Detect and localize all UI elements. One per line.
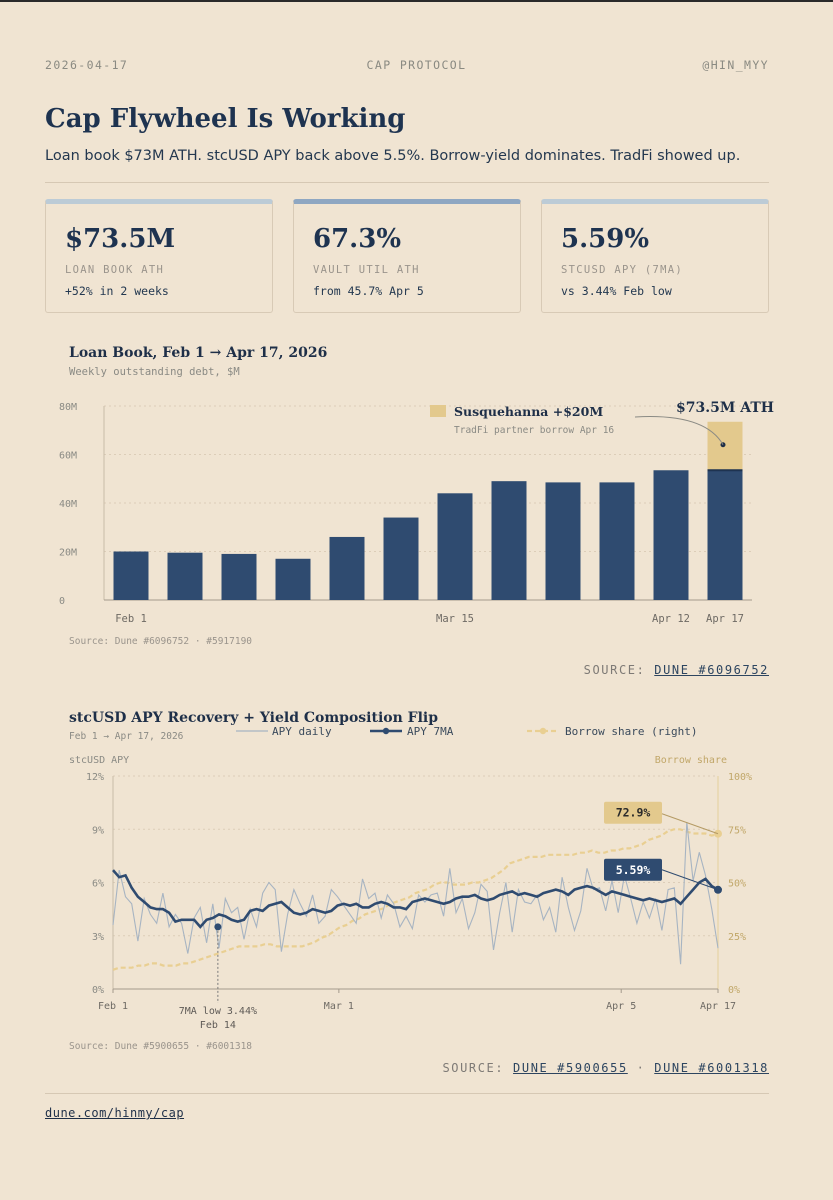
y-tick-label: 40M (59, 499, 77, 510)
header-handle: @HIN_MYY (702, 58, 769, 72)
header-date: 2026-04-17 (45, 58, 129, 72)
bar-loan-book (329, 536, 365, 600)
callout-label-share: 72.9% (616, 806, 651, 820)
kpi-card-vault-util: 67.3% VAULT UTIL ATH from 45.7% Apr 5 (293, 199, 521, 313)
bar-loan-book (545, 482, 581, 600)
bar-loan-book (437, 493, 473, 600)
y-tick-label-right: 25% (728, 932, 746, 943)
footer-divider (45, 1093, 769, 1094)
chart1-title: Loan Book, Feb 1 → Apr 17, 2026 (69, 345, 328, 361)
x-tick-label: Apr 5 (606, 1001, 636, 1012)
legend-label-susquehanna: Susquehanna +$20M (454, 404, 603, 419)
bar-loan-book (221, 553, 257, 600)
callout-box-apy (604, 858, 662, 881)
kpi-label: STCUSD APY (7MA) (561, 264, 683, 276)
legend-swatch-susquehanna (430, 405, 446, 417)
y-tick-label: 0 (59, 596, 65, 607)
low-marker-dot (214, 923, 222, 931)
y-tick-label-left: 12% (86, 772, 104, 783)
y-tick-label-left: 0% (92, 985, 104, 996)
kpi-value: $73.5M (65, 224, 176, 254)
apy-line-chart: APY daily APY 7MA Borrow share (right) stcU… (69, 725, 752, 1031)
x-tick-label: Apr 12 (652, 613, 690, 625)
footer-link[interactable]: dune.com/hinmy/cap (45, 1106, 185, 1120)
page-title: Cap Flywheel Is Working (45, 104, 406, 134)
chart2-source: SOURCE: DUNE #5900655 · DUNE #6001318 (442, 1061, 769, 1075)
kpi-value: 67.3% (313, 224, 402, 254)
bar-loan-book (707, 470, 743, 600)
annotation-dot (720, 442, 726, 448)
kpi-card-loan-book: $73.5M LOAN BOOK ATH +52% in 2 weeks (45, 199, 273, 313)
callout-label-apy: 5.59% (616, 863, 651, 877)
y-tick-label: 60M (59, 451, 77, 462)
legend-label-borrow-share: Borrow share (right) (565, 725, 697, 738)
callout-connector-apy (661, 869, 719, 891)
y-tick-label: 20M (59, 548, 77, 559)
chart1-source: SOURCE: DUNE #6096752 (584, 663, 769, 677)
bar-loan-book (653, 470, 689, 600)
source-link-dune-6096752[interactable]: DUNE #6096752 (654, 663, 769, 677)
source-prefix: SOURCE: (583, 663, 646, 677)
y-tick-label: 80M (59, 402, 77, 413)
kpi-card-stcusd-apy: 5.59% STCUSD APY (7MA) vs 3.44% Feb low (541, 199, 769, 313)
legend-sub: TradFi partner borrow Apr 16 (454, 425, 614, 436)
bar-loan-book (599, 482, 635, 600)
line-apy-daily (112, 822, 719, 965)
x-tick-label: Mar 15 (436, 613, 474, 625)
chart2-title: stcUSD APY Recovery + Yield Composition … (69, 710, 439, 726)
legend-label-apy-daily: APY daily (272, 725, 332, 738)
bar-loan-book (113, 551, 149, 600)
low-label-date: Feb 14 (200, 1020, 236, 1031)
page-subtitle: Loan book $73M ATH. stcUSD APY back abov… (45, 148, 741, 164)
x-tick-label: Feb 1 (115, 613, 147, 625)
legend-label-apy-7ma: APY 7MA (407, 725, 454, 738)
kpi-label: LOAN BOOK ATH (65, 264, 165, 276)
y-axis-label-left: stcUSD APY (69, 755, 129, 766)
callout-connector-share (661, 813, 719, 835)
kpi-note: +52% in 2 weeks (65, 284, 169, 298)
legend-marker-apy-7ma (382, 727, 390, 735)
bar-loan-book (275, 558, 311, 600)
source-separator: · (636, 1061, 646, 1075)
divider (45, 182, 769, 183)
x-tick-label: Mar 1 (324, 1001, 354, 1012)
y-tick-label-left: 9% (92, 825, 104, 836)
kpi-value: 5.59% (561, 224, 650, 254)
line-borrow-share (112, 828, 719, 971)
y-axis-label-right: Borrow share (655, 755, 727, 766)
low-label: 7MA low 3.44% (179, 1006, 257, 1017)
chart2-subtitle: Feb 1 → Apr 17, 2026 (69, 731, 184, 742)
source-prefix: SOURCE: (442, 1061, 505, 1075)
source-link-dune-5900655[interactable]: DUNE #5900655 (513, 1061, 628, 1075)
kpi-note: vs 3.44% Feb low (561, 284, 672, 298)
x-tick-label: Apr 17 (706, 613, 744, 625)
y-tick-label-left: 6% (92, 879, 104, 890)
callout-box-share (604, 801, 662, 824)
x-tick-label: Apr 17 (700, 1001, 736, 1012)
chart1-source-note: Source: Dune #6096752 · #5917190 (69, 636, 253, 647)
x-tick-label: Feb 1 (98, 1001, 128, 1012)
chart2-source-note: Source: Dune #5900655 · #6001318 (69, 1041, 253, 1052)
loan-book-bar-chart: 0 20M 40M 60M 80M Feb 1 Mar 15 Apr 12 $73.5M ATH… (59, 400, 774, 625)
y-tick-label-right: 50% (728, 879, 746, 890)
end-dot-borrow-share (714, 829, 722, 838)
ath-label: $73.5M ATH (676, 400, 774, 416)
legend-marker-borrow-share (539, 727, 547, 735)
y-tick-label-left: 3% (92, 932, 104, 943)
bar-loan-book (491, 481, 527, 600)
source-link-dune-6001318[interactable]: DUNE #6001318 (654, 1061, 769, 1075)
chart1-subtitle: Weekly outstanding debt, $M (69, 366, 240, 378)
bar-loan-book (383, 517, 419, 600)
y-tick-label-right: 100% (728, 772, 752, 783)
annotation-connector (634, 416, 724, 446)
line-apy-7ma (112, 869, 719, 929)
y-tick-label-right: 75% (728, 825, 746, 836)
kpi-label: VAULT UTIL ATH (313, 264, 420, 276)
kpi-note: from 45.7% Apr 5 (313, 284, 424, 298)
top-border (0, 0, 833, 2)
header-protocol: CAP PROTOCOL (366, 58, 467, 72)
bar-loan-book (167, 552, 203, 600)
y-tick-label-right: 0% (728, 985, 740, 996)
